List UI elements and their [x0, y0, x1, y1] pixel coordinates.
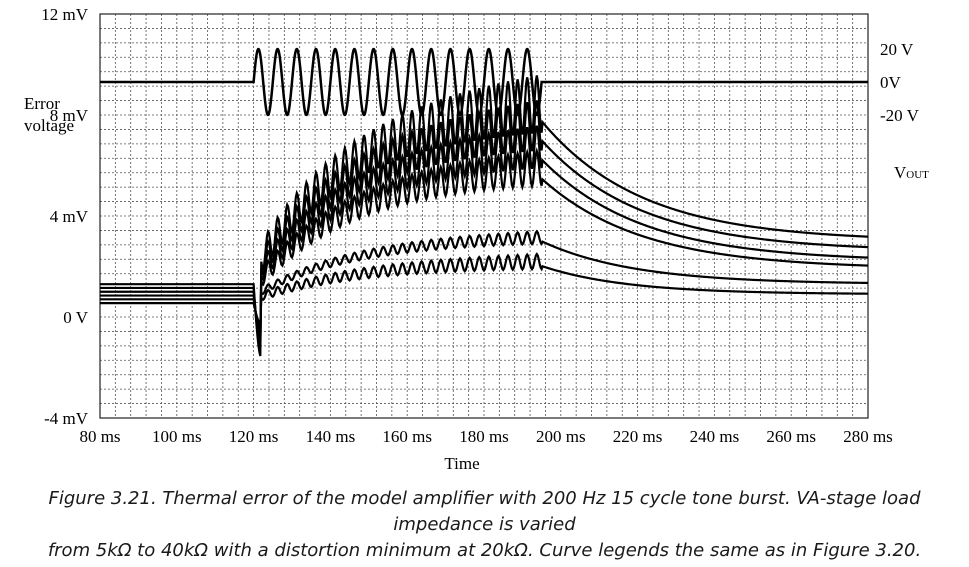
vout-axis-title-main: V — [894, 163, 907, 182]
vout-axis-title-sub: OUT — [906, 169, 929, 181]
x-axis-ticks: 80 ms 100 ms 120 ms 140 ms 160 ms 180 ms 200 m… — [79, 427, 892, 446]
x-tick-label: 220 ms — [613, 427, 663, 446]
caption-line-2: from 5kΩ to 40kΩ with a distortion minim… — [47, 540, 922, 561]
plot-frame — [99, 13, 869, 419]
x-tick-label: 260 ms — [766, 427, 816, 446]
x-tick-label: 80 ms — [79, 427, 120, 446]
y-axis-title-line-1: Error — [24, 94, 60, 113]
error-traces — [100, 75, 869, 357]
error-curve-3 — [100, 125, 869, 342]
y-tick-label: -4 mV — [44, 409, 89, 428]
vout-waveform — [100, 47, 868, 117]
x-tick-label: 140 ms — [306, 427, 356, 446]
y-tick-label: 8 mV — [50, 106, 89, 125]
x-tick-label: 200 ms — [536, 427, 586, 446]
y-tick-label: 0 V — [63, 308, 88, 327]
x-tick-label: 120 ms — [229, 427, 279, 446]
y-axis-title-line-2: voltage — [24, 116, 74, 135]
vout-axis-ticks: 20 V 0V -20 V — [880, 40, 920, 125]
x-axis-title: Time — [444, 454, 479, 473]
vout-trace — [100, 47, 868, 117]
figure-caption: Figure 3.21. Thermal error of the model … — [10, 486, 959, 564]
x-tick-label: 240 ms — [690, 427, 740, 446]
x-tick-label: 280 ms — [843, 427, 893, 446]
x-tick-label: 180 ms — [459, 427, 509, 446]
error-curve-4 — [100, 146, 869, 337]
x-tick-label: 100 ms — [152, 427, 202, 446]
vout-tick-label: -20 V — [880, 106, 920, 125]
caption-line-1: Figure 3.21. Thermal error of the model … — [48, 488, 921, 535]
y-axis-ticks: 12 mV 8 mV 4 mV 0 V -4 mV — [41, 5, 88, 428]
vout-axis-title: VOUT — [894, 163, 929, 182]
vout-tick-label: 0V — [880, 73, 902, 92]
y-axis-title: Error voltage — [24, 94, 74, 135]
error-curve-6 — [100, 252, 869, 328]
y-tick-label: 4 mV — [50, 207, 89, 226]
plot-border — [99, 13, 869, 419]
vout-tick-label: 20 V — [880, 40, 914, 59]
y-tick-label: 12 mV — [41, 5, 88, 24]
error-curve-2 — [100, 100, 869, 349]
x-tick-label: 160 ms — [382, 427, 432, 446]
chart-grid — [100, 14, 868, 418]
error-curve-1 — [100, 75, 869, 357]
error-curve-5 — [100, 229, 869, 334]
